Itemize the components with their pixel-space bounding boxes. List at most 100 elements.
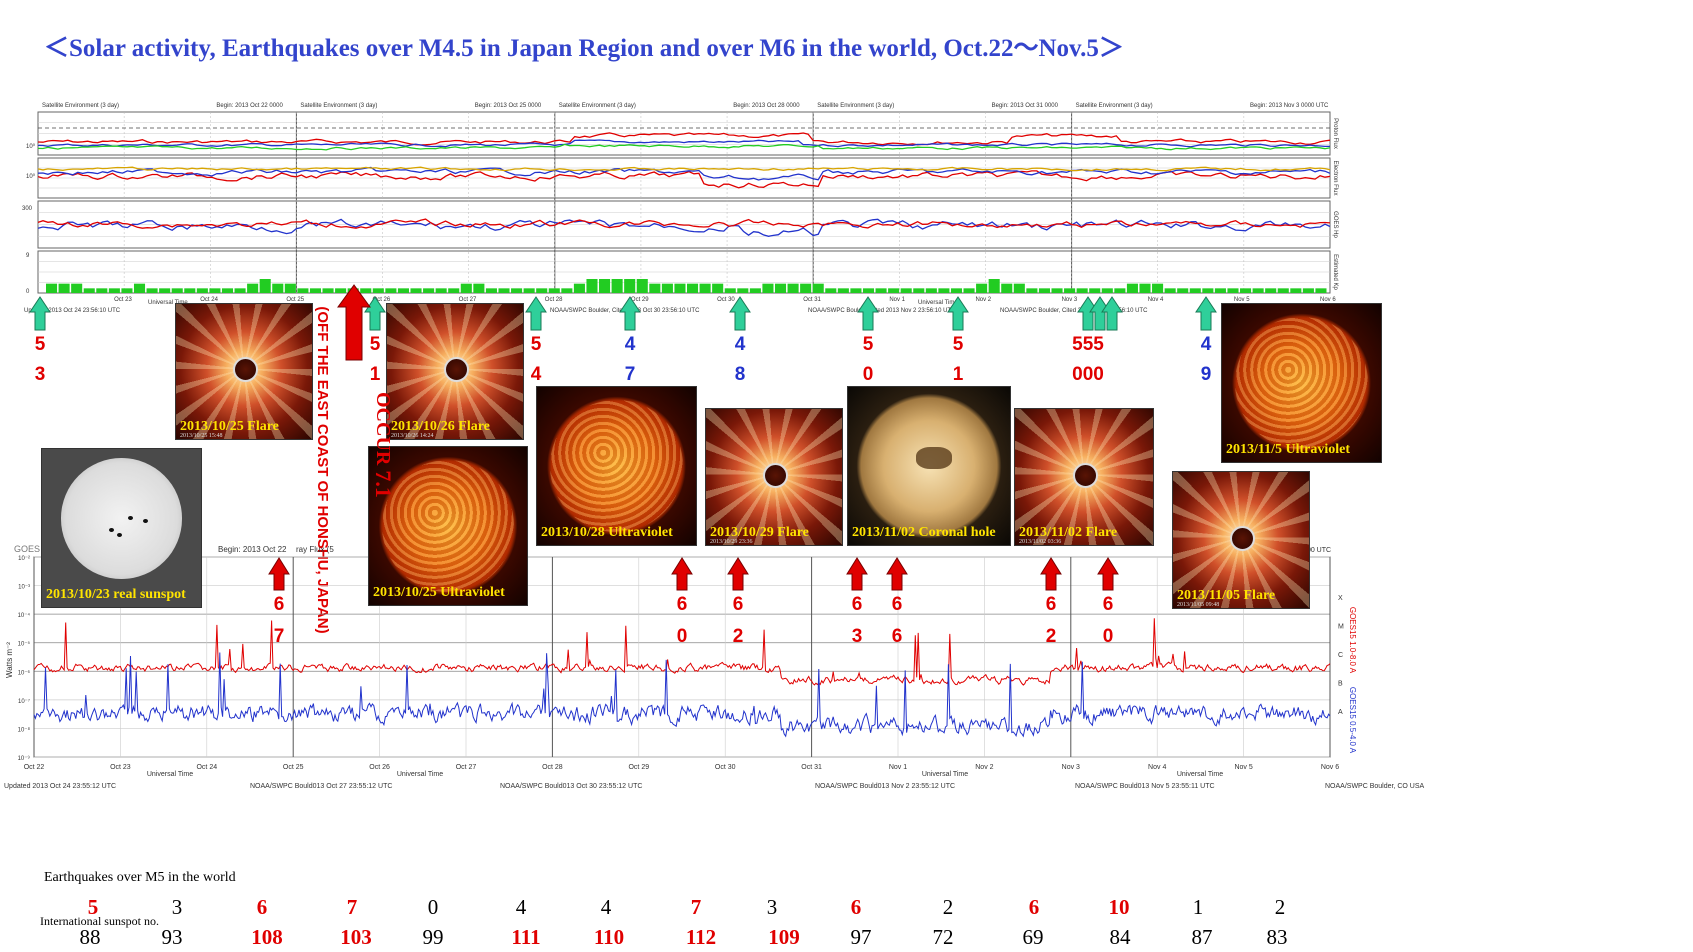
kp-bar: [1139, 283, 1151, 293]
japan-quake-arrow: [29, 296, 51, 331]
kp-bar: [548, 288, 560, 293]
kp-bar: [1277, 288, 1289, 293]
xray-x-label: Oct 24: [196, 764, 217, 771]
kp-bar: [1189, 288, 1201, 293]
japan-quake-mag: 5: [370, 334, 381, 355]
kp-bar: [1051, 288, 1063, 293]
kp-bar: [862, 288, 875, 293]
sunspot-number-cell: 111: [511, 925, 541, 949]
quake-count-cell: 2: [942, 895, 954, 919]
sat-day-label: Oct 27: [459, 297, 477, 303]
green-arrow-shape: [525, 296, 547, 331]
kp-bar: [360, 288, 372, 293]
sat-side-label: Proton Flux: [1332, 118, 1338, 149]
kp-bar: [699, 283, 711, 293]
japan-quake-arrow: [1195, 296, 1217, 331]
kp-bar: [385, 288, 397, 293]
green-arrow-shape: [857, 296, 879, 331]
photo-timestamp: 2013/11/05 09:48: [1177, 602, 1220, 608]
world-quake-dec: 7: [274, 626, 285, 647]
world-quake-mag: 6: [274, 594, 285, 615]
coronal-hole-mark: [916, 447, 952, 470]
segment-header-left: Satellite Environment (3 day): [42, 103, 119, 109]
xray-class-label: B: [1338, 681, 1343, 688]
sunspot-mark: [109, 528, 115, 533]
occulter-disk: [232, 357, 258, 383]
kp-bar: [988, 279, 1000, 293]
photo-timestamp: 2013/11/02 03:36: [1019, 539, 1062, 545]
xray-footer: NOAA/SWPC Boulder, CO USA: [1325, 783, 1425, 790]
sunspot-row-label: International sunspot no.: [40, 914, 159, 928]
uv-texture: [381, 459, 515, 593]
occulter-disk: [1229, 525, 1255, 551]
japan-quake-dec: 0: [863, 364, 874, 385]
segment-header-right: Begin: 2013 Oct 28 0000: [733, 103, 800, 109]
sat-side-label: Electron Flux: [1332, 160, 1338, 195]
sunspot-number-cell: 83: [1266, 925, 1288, 949]
xray-y-tick: 10⁻⁸: [18, 726, 31, 733]
photo-caption: 2013/11/5 Ultraviolet: [1226, 442, 1351, 457]
uv-image: 2013/10/28 Ultraviolet: [536, 386, 697, 546]
sunspot-mark: [116, 532, 122, 537]
green-arrow-shape: [619, 296, 641, 331]
kp-bar: [259, 279, 271, 293]
kp-bar: [724, 288, 736, 293]
uv-texture: [1234, 316, 1369, 450]
goes-hp-blue: [37, 218, 1331, 237]
xray-footer: NOAA/SWPC Bould013 Nov 2 23:55:12 UTC: [815, 783, 955, 790]
kp-bar: [234, 288, 246, 293]
xray-x-label: Oct 23: [110, 764, 131, 771]
sunspot-number-cell: 72: [932, 925, 954, 949]
xray-universal-time: Universal Time: [397, 771, 443, 778]
kp-bar: [335, 288, 347, 293]
xray-x-label: Oct 25: [283, 764, 304, 771]
world-quake-arrow: [1040, 557, 1062, 591]
kp-bar: [737, 288, 749, 293]
sat-day-label: Nov 4: [1148, 297, 1164, 303]
photo-caption: 2013/11/05 Flare: [1177, 588, 1276, 603]
kp-bar: [435, 288, 447, 293]
segment-header-right: Begin: 2013 Oct 31 0000: [992, 103, 1059, 109]
photo-caption: 2013/10/23 real sunspot: [46, 587, 186, 602]
kp-bar: [900, 288, 912, 293]
kp-bar: [913, 288, 925, 293]
sat-day-label: Oct 25: [286, 297, 304, 303]
sat-side-label: GOES Hp: [1332, 211, 1338, 238]
kp-bar: [146, 288, 158, 293]
proton-flux-blue: [37, 139, 1330, 148]
sunspot-number-cell: 99: [422, 925, 444, 949]
kp-bar: [1101, 288, 1113, 293]
sat-day-label: Oct 29: [631, 297, 649, 303]
kp-bar: [96, 288, 108, 293]
sunspot-number-cell: 84: [1109, 925, 1131, 949]
sunspot-number-cell: 87: [1191, 925, 1213, 949]
japan-quake-dec: 8: [735, 364, 746, 385]
xray-x-label: Nov 5: [1234, 764, 1252, 771]
xray-x-label: Nov 6: [1321, 764, 1339, 771]
kp-bar: [397, 288, 409, 293]
uv-image: 2013/10/25 Ultraviolet: [368, 446, 528, 606]
electron-flux-red: [37, 170, 1331, 189]
xray-ylabel: Watts m⁻²: [5, 642, 14, 678]
page-title: ＜Solar activity, Earthquakes over M4.5 i…: [44, 35, 1124, 62]
xray-header-left: GOES: [14, 544, 40, 554]
kp-bar: [58, 283, 70, 293]
kp-bar: [687, 283, 699, 293]
sunspot-number-cell: 110: [593, 925, 625, 949]
kp-bar: [1290, 288, 1302, 293]
kp-bar: [661, 283, 673, 293]
xray-y-tick: 10⁻⁹: [18, 755, 31, 762]
xray-class-label: X: [1338, 595, 1343, 602]
kp-bar: [1164, 288, 1176, 293]
sunspot-number-cell: 88: [79, 925, 101, 949]
kp-bar: [599, 279, 611, 293]
quake-row-label: Earthquakes over M5 in the world: [44, 870, 236, 885]
quake-count-cell: 6: [256, 895, 268, 919]
sat-day-label: Nov 2: [975, 297, 991, 303]
xray-footer: NOAA/SWPC Bould013 Oct 30 23:55:12 UTC: [500, 783, 642, 790]
sat-day-label: Nov 6: [1320, 297, 1336, 303]
world-quake-dec: 3: [852, 626, 863, 647]
sunspot-mark: [143, 518, 149, 523]
kp-bar: [1013, 283, 1025, 293]
green-arrow-shape: [1101, 296, 1123, 331]
